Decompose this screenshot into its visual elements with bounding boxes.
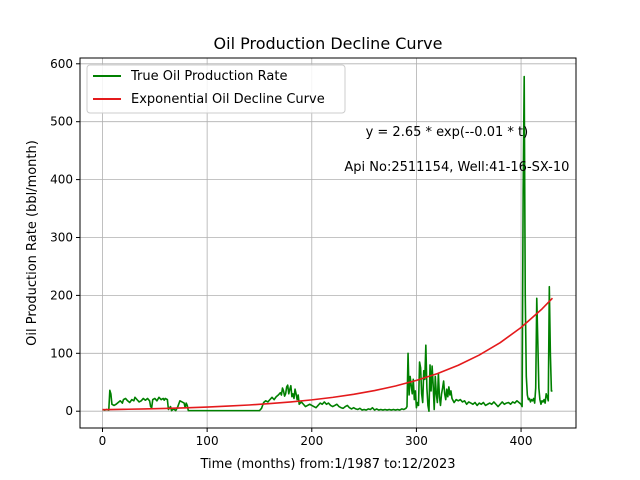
legend-label: Exponential Oil Decline Curve: [131, 92, 325, 107]
x-tick-label: 0: [99, 434, 107, 448]
annotation-2: Api No:2511154, Well:41-16-SX-10: [344, 160, 569, 175]
y-tick-label: 0: [65, 404, 73, 418]
y-tick-label: 100: [50, 346, 73, 360]
x-tick-label: 200: [300, 434, 323, 448]
legend-box: [86, 64, 346, 114]
y-tick-label: 500: [50, 115, 73, 129]
legend-label: True Oil Production Rate: [130, 69, 287, 84]
axis-ticks: 0 100 200 300 400 0 100 200 300 400 500 600: [50, 57, 532, 448]
x-tick-label: 300: [405, 434, 428, 448]
grid: [80, 58, 576, 428]
series-line-2: [102, 297, 554, 411]
legend: True Oil Production Rate Exponential Oil …: [86, 64, 346, 114]
chart-title: Oil Production Decline Curve: [214, 34, 443, 53]
y-tick-label: 400: [50, 173, 73, 187]
series-layer: [102, 75, 554, 413]
y-tick-label: 300: [50, 230, 73, 244]
plot-frame: [79, 57, 577, 429]
x-tick-label: 400: [510, 434, 533, 448]
x-tick-label: 100: [196, 434, 219, 448]
y-tick-label: 200: [50, 288, 73, 302]
annotation-1: y = 2.65 * exp(--0.01 * t): [366, 125, 529, 140]
x-axis-label: Time (months) from:1/1987 to:12/2023: [199, 457, 455, 472]
series-line-1: [102, 75, 553, 413]
annotations: y = 2.65 * exp(--0.01 * t) Api No:2511154…: [344, 125, 569, 175]
y-tick-label: 600: [50, 57, 73, 71]
y-axis-label: Oil Production Rate (bbl/month): [25, 140, 40, 346]
